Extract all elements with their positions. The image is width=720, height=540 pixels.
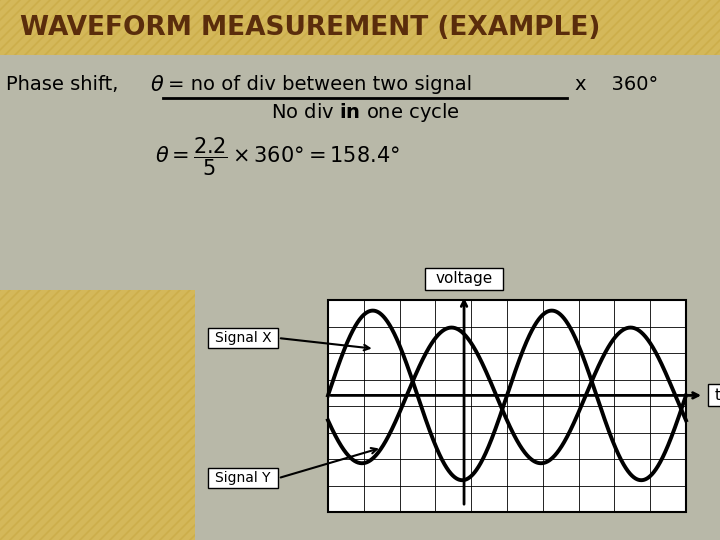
Text: $\theta$: $\theta$ — [150, 75, 164, 95]
Text: Signal X: Signal X — [215, 331, 271, 345]
Bar — [708, 384, 720, 407]
Text: = no of div between two signal: = no of div between two signal — [168, 76, 472, 94]
Text: time: time — [715, 388, 720, 403]
Text: WAVEFORM MEASUREMENT (EXAMPLE): WAVEFORM MEASUREMENT (EXAMPLE) — [20, 15, 600, 41]
Bar — [208, 328, 278, 348]
Text: No div $\mathbf{in}$ one cycle: No div $\mathbf{in}$ one cycle — [271, 102, 459, 125]
Bar — [425, 268, 503, 290]
Text: Signal Y: Signal Y — [215, 471, 271, 485]
Bar — [208, 468, 278, 488]
Bar — [195, 280, 720, 540]
Text: x    360°: x 360° — [575, 76, 658, 94]
Bar — [0, 55, 720, 290]
Bar — [328, 300, 686, 512]
Text: Phase shift,: Phase shift, — [6, 76, 118, 94]
Text: $\theta = \dfrac{2.2}{5} \times 360° = 158.4°$: $\theta = \dfrac{2.2}{5} \times 360° = 1… — [155, 136, 400, 178]
Text: voltage: voltage — [436, 272, 492, 287]
